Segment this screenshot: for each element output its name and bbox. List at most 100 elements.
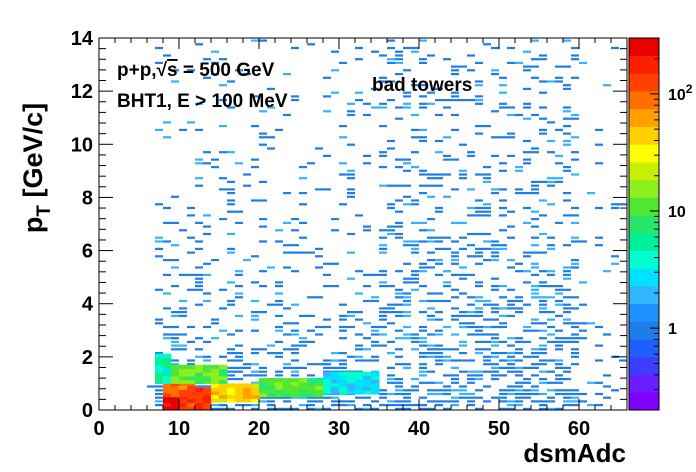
heatmap-cell (507, 314, 515, 317)
heatmap-cell (227, 192, 235, 195)
heatmap-cell (571, 221, 579, 224)
heatmap-cell (419, 139, 427, 143)
heatmap-cell (171, 244, 179, 247)
heatmap-cell (451, 381, 459, 384)
heatmap-cell (251, 398, 260, 403)
heatmap-cell (571, 113, 579, 117)
heatmap-cell (195, 158, 203, 161)
heatmap-cell (443, 281, 451, 284)
heatmap-cell (387, 303, 395, 306)
heatmap-cell (555, 392, 563, 396)
heatmap-cell (507, 299, 515, 303)
y-tick-label: 4 (82, 294, 94, 316)
heatmap-cell (219, 390, 228, 396)
heatmap-cell (371, 325, 379, 329)
heatmap-cell (195, 221, 203, 224)
heatmap-cell (571, 58, 579, 61)
heatmap-cell (475, 99, 483, 102)
heatmap-cell (187, 69, 195, 72)
heatmap-cell (275, 314, 283, 317)
heatmap-cell (499, 389, 507, 392)
heatmap-cell (411, 240, 419, 243)
heatmap-cell (251, 404, 259, 407)
colorbar-segment (629, 73, 659, 92)
heatmap-cell (219, 394, 228, 399)
heatmap-cell (459, 311, 467, 314)
heatmap-cell (355, 396, 363, 399)
heatmap-cell (291, 270, 299, 273)
heatmap-cell (347, 232, 355, 236)
heatmap-cell (251, 199, 259, 202)
heatmap-cell (363, 382, 372, 388)
heatmap-cell (195, 368, 204, 373)
heatmap-cell (339, 375, 348, 380)
heatmap-cell (315, 255, 323, 258)
heatmap-cell (523, 389, 531, 392)
heatmap-cell (243, 73, 251, 76)
heatmap-cell (203, 292, 211, 295)
heatmap-cell (363, 322, 371, 325)
heatmap-cell (547, 340, 555, 343)
heatmap-cell (267, 396, 275, 399)
heatmap-cell (531, 389, 539, 392)
heatmap-cell (571, 396, 579, 399)
heatmap-cell (363, 386, 372, 391)
heatmap-cell (483, 173, 491, 176)
heatmap-cell (507, 236, 515, 239)
heatmap-cell (219, 368, 228, 373)
heatmap-cell (219, 364, 228, 369)
heatmap-cell (571, 296, 579, 299)
heatmap-cell (427, 348, 435, 351)
heatmap-cell (483, 325, 491, 329)
heatmap-cell (195, 277, 203, 280)
heatmap-cell (539, 270, 547, 273)
heatmap-cell (323, 95, 331, 98)
heatmap-cell (483, 318, 491, 321)
heatmap-cell (483, 348, 491, 351)
heatmap-cell (203, 379, 212, 384)
heatmap-cell (491, 188, 499, 191)
heatmap-cell (411, 378, 419, 381)
heatmap-cell (475, 80, 483, 83)
heatmap-cell (499, 84, 507, 87)
heatmap-cell (547, 318, 555, 321)
heatmap-cell (531, 266, 539, 269)
heatmap-cell (499, 314, 507, 317)
heatmap-cell (411, 333, 419, 336)
heatmap-cell (395, 292, 403, 295)
heatmap-cell (419, 95, 427, 98)
heatmap-cell (443, 158, 451, 161)
heatmap-cell (163, 379, 172, 384)
heatmap-cell (235, 285, 243, 288)
heatmap-cell (171, 372, 180, 377)
heatmap-cell (515, 366, 523, 369)
heatmap-cell (563, 132, 571, 135)
heatmap-cell (451, 389, 459, 392)
heatmap-cell (291, 370, 299, 373)
heatmap-cell (323, 379, 332, 384)
heatmap-cell (315, 333, 323, 336)
heatmap-cell (571, 348, 579, 351)
heatmap-cell (339, 359, 347, 362)
heatmap-cell (515, 337, 523, 340)
heatmap-cell (515, 389, 523, 392)
heatmap-cell (539, 404, 547, 407)
heatmap-cell (187, 251, 195, 254)
heatmap-cell (619, 203, 627, 206)
heatmap-cell (507, 136, 515, 139)
heatmap-cell (195, 348, 203, 351)
heatmap-cell (435, 329, 443, 332)
heatmap-cell (267, 404, 275, 407)
heatmap-cell (475, 102, 483, 105)
heatmap-cell (419, 396, 427, 399)
heatmap-cell (435, 400, 443, 403)
heatmap-cell (251, 255, 259, 258)
heatmap-cell (459, 396, 467, 399)
heatmap-cell (171, 80, 179, 83)
heatmap-cell (523, 340, 531, 343)
heatmap-cell (339, 125, 347, 128)
heatmap-cell (155, 396, 163, 399)
heatmap-cell (467, 244, 475, 247)
heatmap-cell (395, 389, 403, 392)
heatmap-cell (451, 374, 459, 377)
